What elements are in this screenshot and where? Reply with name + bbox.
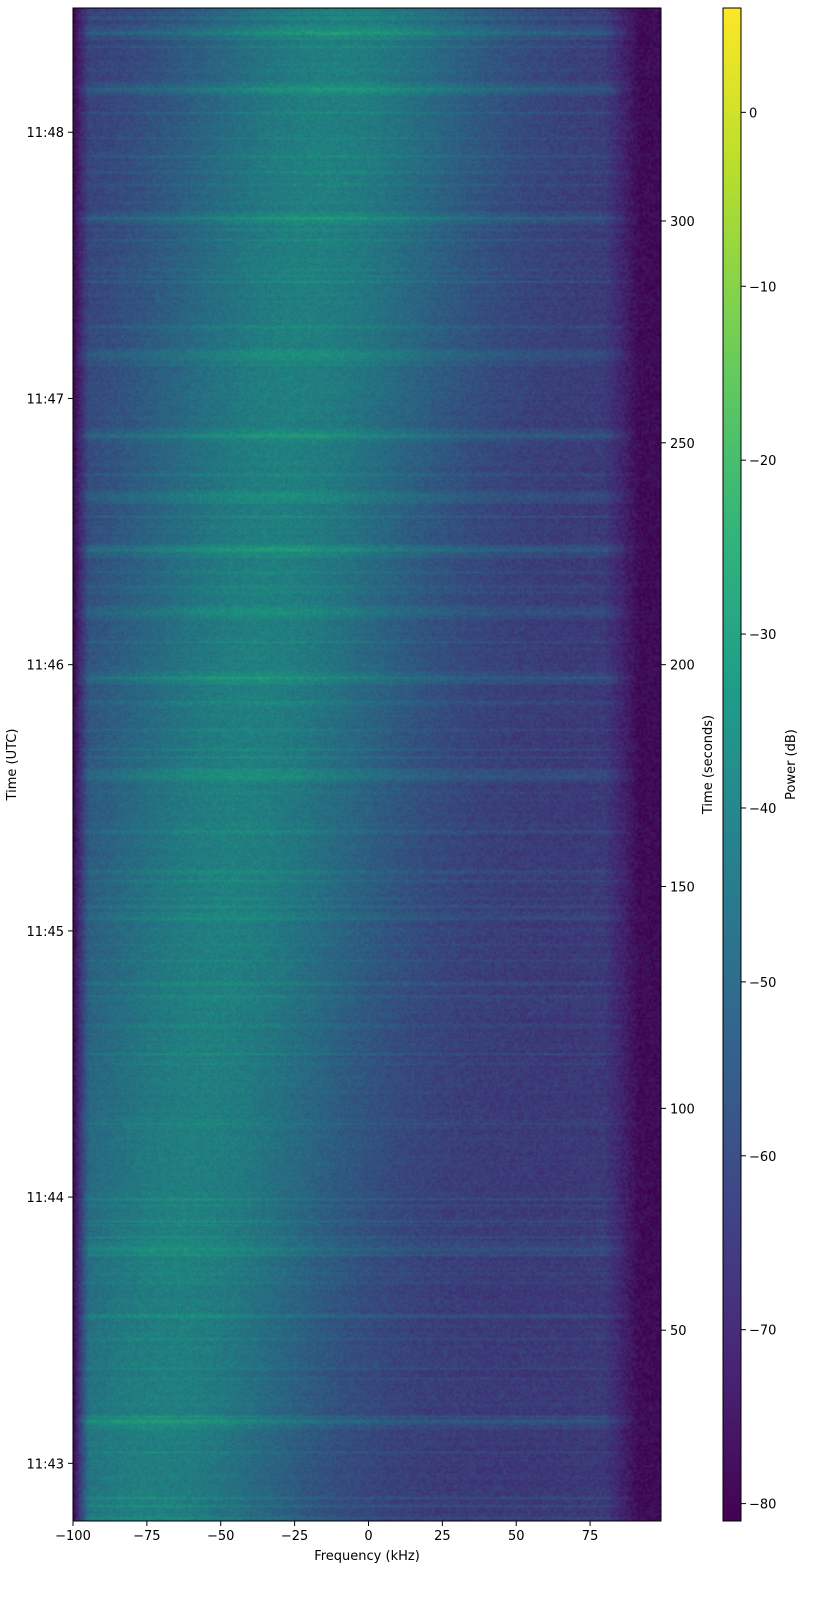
spectrogram-plot — [72, 7, 662, 1522]
colorbar-tick-label: −50 — [749, 976, 776, 991]
y-right-tick-label: 150 — [670, 881, 695, 896]
y-right-tick-label: 50 — [670, 1324, 687, 1339]
y-left-tick-label: 11:45 — [27, 925, 64, 940]
colorbar-tick-label: −60 — [749, 1150, 776, 1165]
y-left-tick-label: 11:43 — [27, 1457, 64, 1472]
y-axis-right-seconds: 50 100 150 200 250 300 — [661, 215, 695, 1339]
colorbar-tick-label: −30 — [749, 628, 776, 643]
y-right-tick-label: 250 — [670, 437, 695, 452]
x-tick-label: −25 — [281, 1529, 308, 1544]
x-tick-label: 0 — [364, 1529, 372, 1544]
colorbar-tick-label: −40 — [749, 802, 776, 817]
y-right-tick-label: 200 — [670, 659, 695, 674]
colorbar-scale — [722, 7, 742, 1522]
y-axis-left-utc: 11:43 11:44 11:45 11:46 11:47 11:48 — [27, 126, 73, 1472]
colorbar-tick-label: −70 — [749, 1324, 776, 1339]
y-axis-left-label: Time (UTC) — [5, 729, 20, 802]
x-axis-label: Frequency (kHz) — [314, 1549, 420, 1564]
y-left-tick-label: 11:48 — [27, 126, 64, 141]
spectrogram-noise-texture — [73, 8, 661, 1521]
x-tick-label: 25 — [434, 1529, 451, 1544]
x-tick-label: 50 — [508, 1529, 525, 1544]
colorbar-tick-label: −80 — [749, 1498, 776, 1513]
colorbar — [722, 7, 742, 1522]
colorbar-tick-label: −20 — [749, 454, 776, 469]
plot-frame — [72, 7, 662, 1522]
x-tick-label: −50 — [207, 1529, 234, 1544]
colorbar-axis: −80 −70 −60 −50 −40 −30 −20 −10 0 — [741, 106, 776, 1513]
colorbar-tick-label: 0 — [749, 106, 757, 121]
x-tick-label: −75 — [133, 1529, 160, 1544]
x-tick-label: −100 — [55, 1529, 91, 1544]
colorbar-tick-label: −10 — [749, 280, 776, 295]
y-left-tick-label: 11:44 — [27, 1191, 64, 1206]
y-axis-right-label: Time (seconds) — [701, 715, 716, 815]
y-right-tick-label: 100 — [670, 1102, 695, 1117]
y-right-tick-label: 300 — [670, 215, 695, 230]
x-axis: −100 −75 −50 −25 0 25 50 75 — [55, 1521, 598, 1544]
y-left-tick-label: 11:46 — [27, 659, 64, 674]
x-tick-label: 75 — [582, 1529, 599, 1544]
colorbar-label: Power (dB) — [784, 729, 799, 800]
y-left-tick-label: 11:47 — [27, 392, 64, 407]
